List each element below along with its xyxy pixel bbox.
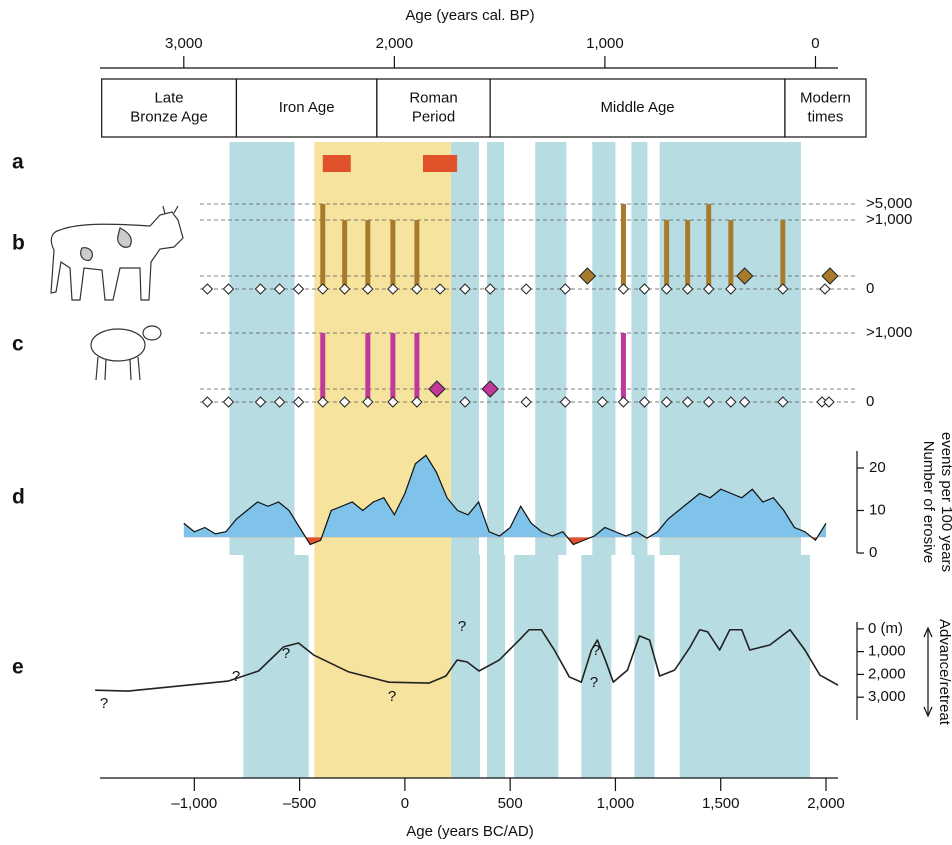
abundance-bar bbox=[664, 220, 669, 289]
axis-title: Age (years cal. BP) bbox=[405, 7, 534, 24]
foreground-layer: Age (years cal. BP) 3,000 2,000 1,000 0 Late B… bbox=[12, 7, 952, 840]
threshold-label: >5,000 bbox=[866, 195, 912, 212]
annotation: ? bbox=[592, 642, 600, 659]
abundance-bar bbox=[728, 220, 733, 289]
x-tick-label: 2,000 bbox=[376, 35, 414, 52]
shaded-band bbox=[680, 555, 810, 778]
shaded-band bbox=[634, 555, 654, 778]
sample-marker bbox=[824, 397, 834, 407]
detection-marker bbox=[822, 268, 838, 284]
abundance-bar bbox=[414, 220, 419, 289]
shaded-band bbox=[631, 142, 647, 555]
annotation: ? bbox=[458, 618, 466, 635]
x-tick-label: 1,000 bbox=[586, 35, 624, 52]
period-name: Middle Age bbox=[600, 99, 674, 116]
abundance-bar bbox=[621, 333, 626, 402]
background-layer bbox=[229, 142, 810, 778]
panel-letter: e bbox=[12, 656, 24, 679]
sample-marker bbox=[294, 284, 304, 294]
panel-letter: b bbox=[12, 232, 25, 255]
period-name: Roman bbox=[409, 89, 457, 106]
threshold-label: >1,000 bbox=[866, 211, 912, 228]
abundance-bar bbox=[621, 204, 626, 289]
period-name: Modern bbox=[800, 89, 851, 106]
abundance-bar bbox=[365, 220, 370, 289]
sample-marker bbox=[521, 397, 531, 407]
period-name: Bronze Age bbox=[130, 108, 208, 125]
x-tick-label: –1,000 bbox=[171, 795, 217, 812]
abundance-bar bbox=[342, 220, 347, 289]
sample-marker bbox=[618, 397, 628, 407]
y-tick-label: 10 bbox=[869, 501, 886, 518]
y-tick-label: 3,000 bbox=[868, 688, 906, 705]
abundance-bar bbox=[320, 333, 325, 402]
sample-marker bbox=[521, 284, 531, 294]
period-name: Late bbox=[154, 89, 183, 106]
sheep-illustration bbox=[91, 326, 161, 380]
y-axis-title: Advance/retreat bbox=[936, 619, 952, 726]
shaded-band bbox=[451, 555, 480, 778]
figure: Age (years cal. BP) 3,000 2,000 1,000 0 Late B… bbox=[0, 0, 952, 845]
annotation: ? bbox=[100, 695, 108, 712]
x-tick-label: 0 bbox=[811, 35, 819, 52]
shaded-band bbox=[487, 555, 505, 778]
abundance-bar bbox=[320, 204, 325, 289]
y-tick-label: 2,000 bbox=[868, 665, 906, 682]
abundance-bar bbox=[414, 333, 419, 402]
x-tick-label: 1,000 bbox=[597, 795, 635, 812]
x-tick-label: –500 bbox=[283, 795, 316, 812]
period-name: times bbox=[808, 108, 844, 125]
abundance-bar bbox=[685, 220, 690, 289]
annotation: ? bbox=[232, 668, 240, 685]
period-name: Period bbox=[412, 108, 455, 125]
cow-illustration bbox=[51, 206, 183, 300]
sample-marker bbox=[820, 284, 830, 294]
sample-marker bbox=[294, 397, 304, 407]
annotation: ? bbox=[590, 674, 598, 691]
abundance-bar bbox=[706, 204, 711, 289]
abundance-bar bbox=[780, 220, 785, 289]
x-tick-label: 0 bbox=[401, 795, 409, 812]
abundance-bar bbox=[390, 220, 395, 289]
sample-marker bbox=[202, 284, 212, 294]
annotation: ? bbox=[388, 688, 396, 705]
y-tick-label: 0 bbox=[869, 544, 877, 561]
range-bar bbox=[423, 155, 457, 172]
panel-letter: a bbox=[12, 151, 24, 174]
panel-letter: d bbox=[12, 486, 25, 509]
y-axis-title: events per 100 years bbox=[938, 432, 952, 572]
abundance-bar bbox=[365, 333, 370, 402]
threshold-label: >1,000 bbox=[866, 324, 912, 341]
shaded-band bbox=[243, 555, 308, 778]
abundance-bar bbox=[390, 333, 395, 402]
x-tick-label: 2,000 bbox=[807, 795, 845, 812]
period-name: Iron Age bbox=[279, 99, 335, 116]
panel-letter: c bbox=[12, 333, 24, 356]
x-tick-label: 1,500 bbox=[702, 795, 740, 812]
y-tick-label: 1,000 bbox=[868, 643, 906, 660]
y-axis-title: Number of erosive bbox=[920, 441, 937, 564]
x-tick-label: 500 bbox=[498, 795, 523, 812]
threshold-label: 0 bbox=[866, 280, 874, 297]
threshold-label: 0 bbox=[866, 393, 874, 410]
x-tick-label: 3,000 bbox=[165, 35, 203, 52]
axis-arrow bbox=[924, 628, 932, 716]
sample-marker bbox=[618, 284, 628, 294]
y-tick-label: 20 bbox=[869, 459, 886, 476]
range-bar bbox=[323, 155, 351, 172]
axis-title: Age (years BC/AD) bbox=[406, 823, 534, 840]
annotation: ? bbox=[282, 645, 290, 662]
sample-marker bbox=[202, 397, 212, 407]
y-tick-label: 0 (m) bbox=[868, 620, 903, 637]
shaded-band bbox=[514, 555, 558, 778]
